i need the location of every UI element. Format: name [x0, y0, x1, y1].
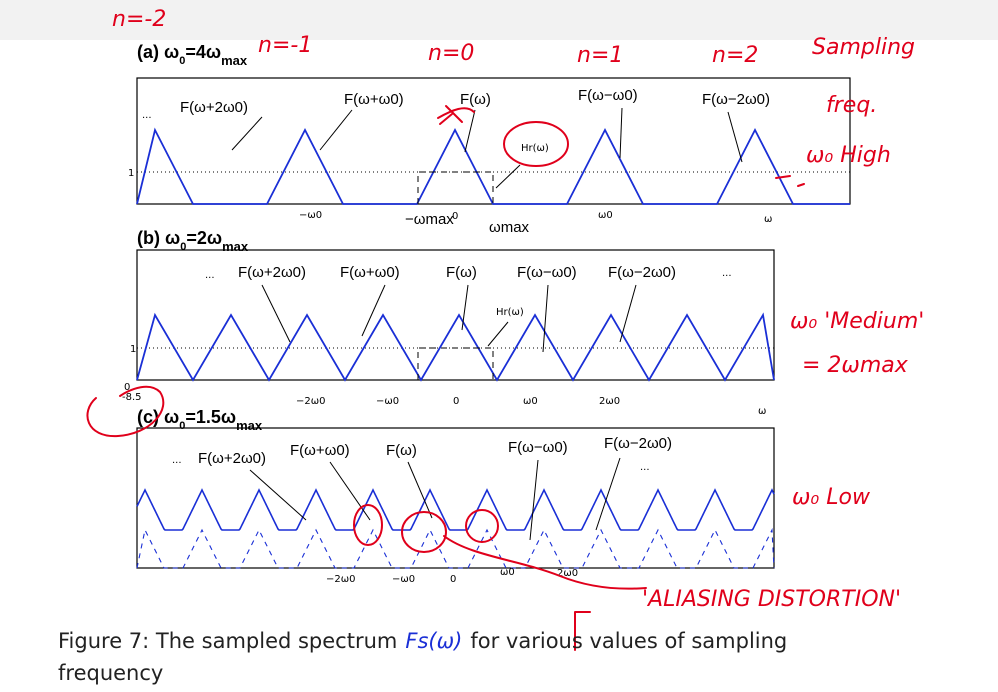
- panel-c-tick-2w0: 2ω0: [557, 568, 578, 579]
- ink-freq: freq.: [826, 93, 877, 118]
- panel-b-frame: [136, 249, 775, 381]
- ink-circle-overlap-3: [465, 509, 499, 543]
- ink-n-minus-2: n=-2: [112, 7, 166, 32]
- ink-caption-mark: [574, 611, 591, 651]
- caption-line-1: Figure 7: The sampled spectrum Fs(ω) for v…: [58, 629, 787, 653]
- ink-dots: [775, 175, 805, 187]
- panel-b-level-label: 1: [130, 344, 136, 355]
- panel-a-arrow-filter: [495, 164, 521, 189]
- panel-c-frame: [136, 427, 775, 569]
- panel-b-arrow-5: [619, 284, 637, 343]
- panel-b-tick-w: ω: [758, 406, 766, 417]
- panel-c-tick-w0: ω0: [500, 567, 515, 578]
- panel-c-aliased-copies: [136, 527, 775, 569]
- panel-b-tick-zero: 0: [453, 396, 459, 407]
- ink-aliasing-distortion: 'ALIASING DISTORTION': [642, 587, 901, 612]
- ink-n-1: n=1: [577, 43, 623, 68]
- top-band: [0, 0, 998, 40]
- panel-a-label-f: F(ω): [460, 91, 491, 108]
- panel-a-level-label: 1: [128, 168, 134, 179]
- panel-b-tick-neg-2w0: −2ω0: [296, 396, 325, 407]
- panel-a-label-f-minus-2w0: F(ω−2ω0): [702, 91, 770, 108]
- ink-n-0: n=0: [428, 41, 474, 66]
- panel-c-tick-neg-w0: −ω0: [392, 574, 415, 585]
- panel-a-arrow-2: [319, 109, 353, 151]
- panel-c-label-f: F(ω): [386, 442, 417, 459]
- panel-b-arrow-3: [461, 284, 469, 331]
- panel-c-arrow-4: [529, 459, 539, 541]
- panel-c-arrow-1: [249, 469, 307, 521]
- panel-c-arrow-2: [329, 461, 371, 521]
- panel-a-spectrum: [136, 127, 850, 205]
- panel-b-label-f-minus-w0: F(ω−ω0): [517, 264, 577, 281]
- panel-b-arrow-1: [261, 284, 291, 343]
- ink-w0-high: ω₀ High: [806, 143, 891, 168]
- panel-a-tick-w: ω: [764, 214, 772, 225]
- panel-b-tick-w0: ω0: [523, 396, 538, 407]
- panel-a: (a) ω0=4ωmax 1 ... Hr(ω) F(ω+2ω0) F(ω+ω0…: [128, 42, 851, 236]
- panel-b-label-f-minus-2w0: F(ω−2ω0): [608, 264, 676, 281]
- panel-c-arrow-3: [407, 461, 433, 519]
- panel-b-ellipsis-right: ...: [722, 268, 732, 279]
- panel-a-label-f-plus-2w0: F(ω+2ω0): [180, 99, 248, 116]
- figure-caption: Figure 7: The sampled spectrum Fs(ω) for v…: [58, 629, 787, 685]
- panel-a-tick-wmax: ωmax: [489, 219, 530, 236]
- panel-b-filter: [417, 347, 494, 380]
- panel-c-label-f-minus-w0: F(ω−ω0): [508, 439, 568, 456]
- panel-b-tick-neg-w0: −ω0: [376, 396, 399, 407]
- panel-a-arrow-5: [727, 111, 743, 163]
- panel-a-label-f-minus-w0: F(ω−ω0): [578, 87, 638, 104]
- panel-b-filter-label: Hr(ω): [496, 307, 524, 318]
- panel-b-zero-label: 0: [124, 382, 130, 393]
- ink-n-minus-1: n=-1: [258, 33, 312, 58]
- panel-c: (c) ω0=1.5ωmax ... ... F(ω+2ω0) F(ω+ω0) …: [136, 407, 775, 585]
- panel-a-ellipsis: ...: [142, 110, 152, 121]
- panel-c-ellipsis-right: ...: [640, 462, 650, 473]
- panel-b: (b) ω0=2ωmax 1 0 -8.5 ... ... Hr(ω) F(ω+…: [122, 228, 775, 417]
- panel-c-spectrum: [136, 488, 775, 531]
- panel-b-arrow-2: [361, 284, 386, 337]
- ink-circle-overlap-2: [401, 511, 447, 553]
- panel-a-label-f-plus-w0: F(ω+ω0): [344, 91, 404, 108]
- panel-c-label-f-plus-w0: F(ω+ω0): [290, 442, 350, 459]
- ink-circle-overlap-1: [353, 504, 383, 546]
- panel-a-arrow-4: [619, 107, 623, 159]
- panel-b-ellipsis-left: ...: [205, 270, 215, 281]
- panel-c-label-f-minus-2w0: F(ω−2ω0): [604, 435, 672, 452]
- panel-b-tick-2w0: 2ω0: [599, 396, 620, 407]
- panel-b-arrow-4: [542, 284, 549, 353]
- panel-c-ellipsis-left: ...: [172, 455, 182, 466]
- panel-a-tick-zero: 0: [452, 211, 458, 222]
- panel-b-edge-label: -8.5: [122, 392, 142, 403]
- ink-aliasing-arrow: [443, 535, 647, 590]
- panel-a-tick-neg-wmax: −ωmax: [405, 211, 454, 228]
- ink-n-2: n=2: [712, 43, 758, 68]
- panel-a-filter: [417, 171, 494, 204]
- panel-b-arrow-filter: [487, 321, 509, 347]
- panel-b-label-f-plus-2w0: F(ω+2ω0): [238, 264, 306, 281]
- ink-w0-medium: ω₀ 'Medium': [790, 309, 924, 334]
- ink-2wmax: = 2ωmax: [802, 353, 909, 378]
- panel-c-tick-zero: 0: [450, 574, 456, 585]
- panel-b-label-f-plus-w0: F(ω+ω0): [340, 264, 400, 281]
- ink-arrow-mark: [437, 105, 475, 125]
- ink-circle-panel-c: [86, 385, 165, 438]
- panel-c-label-f-plus-2w0: F(ω+2ω0): [198, 450, 266, 467]
- ink-sampling: Sampling: [812, 35, 915, 60]
- handwritten-annotations: n=-2 n=-1 n=0 n=1 n=2 Sampling freq. ω₀ …: [86, 7, 924, 651]
- panel-b-spectrum: [136, 312, 775, 382]
- panel-a-tick-w0: ω0: [598, 210, 613, 221]
- panel-a-tick-neg-w0: −ω0: [299, 210, 322, 221]
- ink-w0-low: ω₀ Low: [792, 485, 871, 510]
- panel-a-title: (a) ω0=4ωmax: [137, 42, 248, 68]
- panel-b-label-f: F(ω): [446, 264, 477, 281]
- panel-c-arrow-5: [595, 457, 621, 531]
- panel-a-filter-label: Hr(ω): [521, 143, 549, 154]
- ink-circle-filter: [503, 121, 569, 167]
- panel-c-tick-neg-2w0: −2ω0: [326, 574, 355, 585]
- caption-line-2: frequency: [58, 661, 163, 685]
- panel-a-arrow-1: [231, 116, 263, 151]
- panel-a-arrow-3: [464, 109, 476, 153]
